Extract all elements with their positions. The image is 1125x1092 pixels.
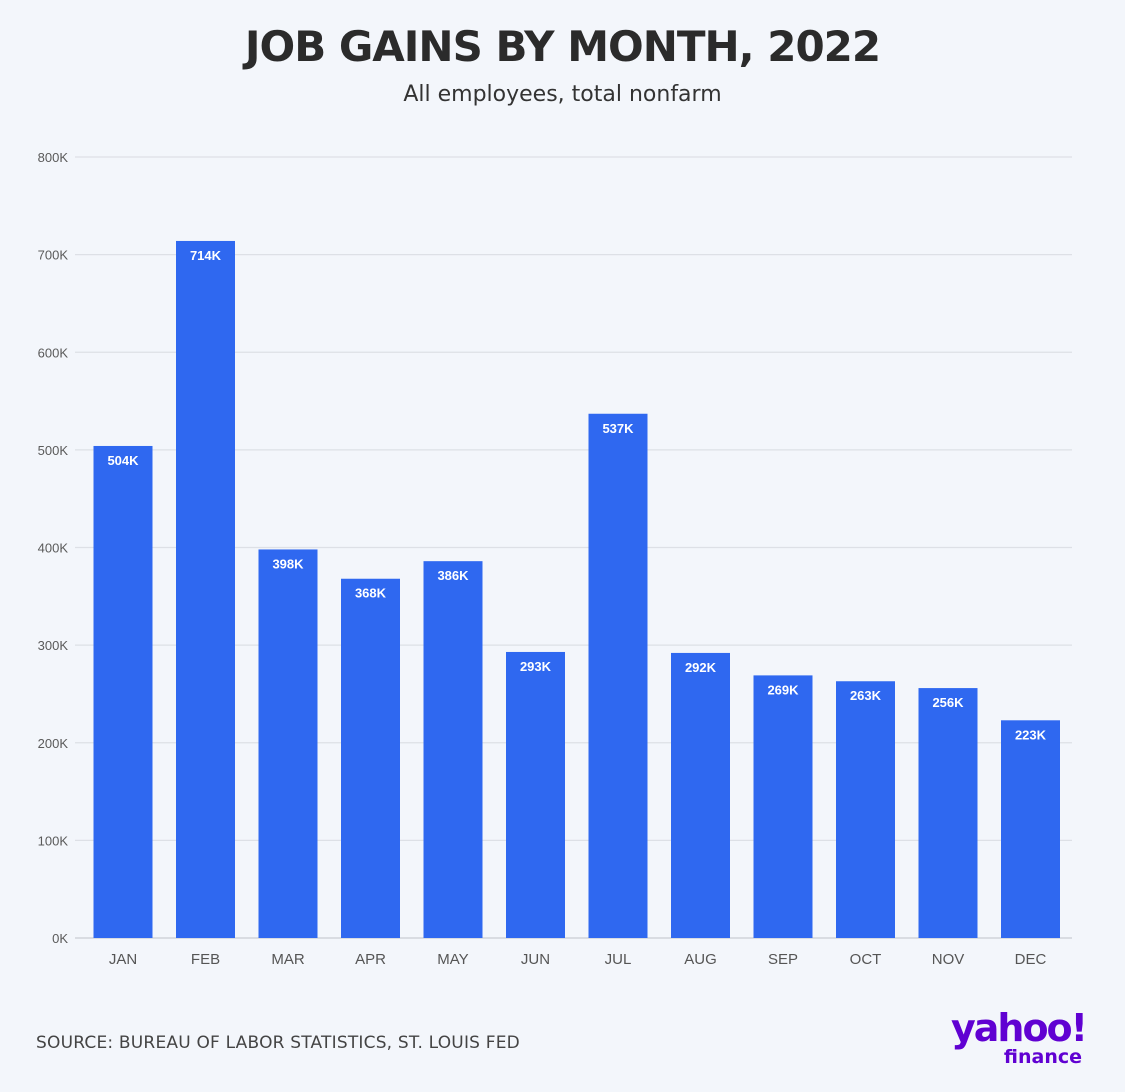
- bar-value-label: 504K: [107, 453, 139, 468]
- bar-value-label: 714K: [190, 248, 222, 263]
- bar-mar: [258, 549, 318, 938]
- x-tick-label: SEP: [768, 951, 798, 968]
- bar-aug: [671, 652, 730, 938]
- y-tick-label: 200K: [38, 736, 69, 751]
- bar-chart: 0K 100K 200K 300K 400K 500K 600K 700K 800K 504K JA…: [38, 150, 1072, 968]
- bar-sep: [753, 675, 813, 938]
- bar-dec: [1001, 720, 1060, 938]
- x-tick-label: JAN: [109, 951, 137, 968]
- x-tick-label: DEC: [1015, 951, 1047, 968]
- y-tick-label: 400K: [38, 541, 69, 556]
- bar-value-label: 263K: [850, 688, 882, 703]
- bar-jan: [93, 445, 153, 938]
- y-tick-label: 800K: [38, 150, 69, 165]
- bar-value-label: 223K: [1015, 727, 1047, 742]
- y-tick-label: 300K: [38, 638, 69, 653]
- logo-subbrand: finance: [1003, 1046, 1082, 1068]
- logo-wordmark: yahoo!: [950, 1006, 1088, 1050]
- bar-value-label: 398K: [272, 556, 304, 571]
- bar-value-label: 368K: [355, 586, 387, 601]
- bar-value-label: 269K: [767, 682, 799, 697]
- bar-feb: [176, 240, 235, 938]
- x-tick-label: MAR: [271, 951, 305, 968]
- x-tick-label: JUL: [605, 951, 632, 968]
- bar-value-label: 386K: [437, 568, 469, 583]
- bar-layer: [93, 240, 1060, 938]
- yahoo-finance-logo: yahoo! finance: [948, 1008, 1098, 1072]
- y-tick-label: 700K: [38, 248, 69, 263]
- x-tick-label: APR: [355, 951, 386, 968]
- x-tick-label: OCT: [850, 951, 882, 968]
- label-layer: 0K 100K 200K 300K 400K 500K 600K 700K 800K 504K JA…: [38, 150, 1047, 968]
- bar-jul: [588, 413, 648, 938]
- grid-layer: [75, 156, 1072, 939]
- bar-value-label: 256K: [932, 695, 964, 710]
- y-tick-label: 100K: [38, 833, 69, 848]
- y-tick-label: 600K: [38, 345, 69, 360]
- bar-apr: [341, 578, 400, 938]
- x-tick-label: AUG: [684, 951, 717, 968]
- chart-subtitle: All employees, total nonfarm: [403, 82, 722, 107]
- bar-jun: [506, 651, 565, 938]
- x-tick-label: FEB: [191, 951, 220, 968]
- bar-oct: [836, 681, 895, 938]
- bar-value-label: 537K: [602, 421, 634, 436]
- y-tick-label: 0K: [52, 931, 68, 946]
- source-note: SOURCE: BUREAU OF LABOR STATISTICS, ST. …: [36, 1033, 520, 1053]
- bar-may: [423, 561, 483, 938]
- y-tick-label: 500K: [38, 443, 69, 458]
- bar-value-label: 293K: [520, 659, 552, 674]
- bar-value-label: 292K: [685, 660, 717, 675]
- x-tick-label: NOV: [932, 951, 965, 968]
- bar-nov: [918, 688, 978, 938]
- x-tick-label: JUN: [521, 951, 550, 968]
- x-tick-label: MAY: [437, 951, 468, 968]
- chart-title: JOB GAINS BY MONTH, 2022: [244, 22, 881, 71]
